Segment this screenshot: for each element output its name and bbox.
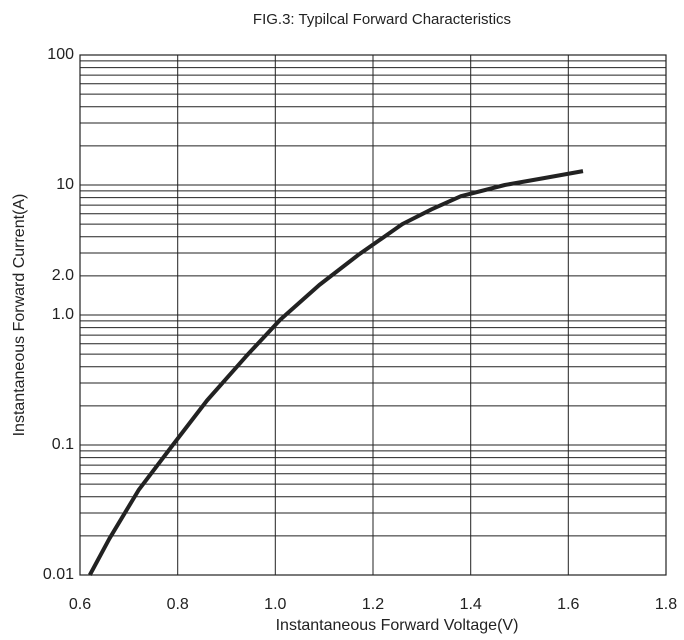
y-tick-label: 2.0 bbox=[52, 267, 74, 284]
series-layer bbox=[88, 169, 584, 576]
x-tick-label: 1.2 bbox=[362, 596, 384, 613]
y-tick-label: 10 bbox=[56, 176, 74, 193]
y-tick-label: 0.01 bbox=[43, 566, 74, 583]
x-axis-title: Instantaneous Forward Voltage(V) bbox=[276, 617, 519, 634]
grid-lines bbox=[79, 54, 667, 576]
chart-title: FIG.3: Typilcal Forward Characteristics bbox=[253, 11, 511, 28]
y-tick-labels: 0.01 0.1 1.0 2.0 10 100 bbox=[43, 46, 74, 583]
y-axis-title: Instantaneous Forward Current(A) bbox=[11, 194, 28, 437]
x-tick-label: 1.6 bbox=[557, 596, 579, 613]
y-tick-label: 100 bbox=[47, 46, 74, 63]
y-tick-label: 1.0 bbox=[52, 306, 74, 323]
x-tick-label: 1.4 bbox=[460, 596, 482, 613]
x-tick-label: 0.8 bbox=[167, 596, 189, 613]
x-tick-label: 1.0 bbox=[264, 596, 286, 613]
y-tick-label: 0.1 bbox=[52, 436, 74, 453]
forward-characteristic-curve bbox=[88, 169, 584, 576]
x-tick-labels: 0.6 0.8 1.0 1.2 1.4 1.6 1.8 bbox=[69, 596, 677, 613]
plot-frame bbox=[79, 54, 667, 576]
x-tick-label: 1.8 bbox=[655, 596, 677, 613]
x-tick-label: 0.6 bbox=[69, 596, 91, 613]
